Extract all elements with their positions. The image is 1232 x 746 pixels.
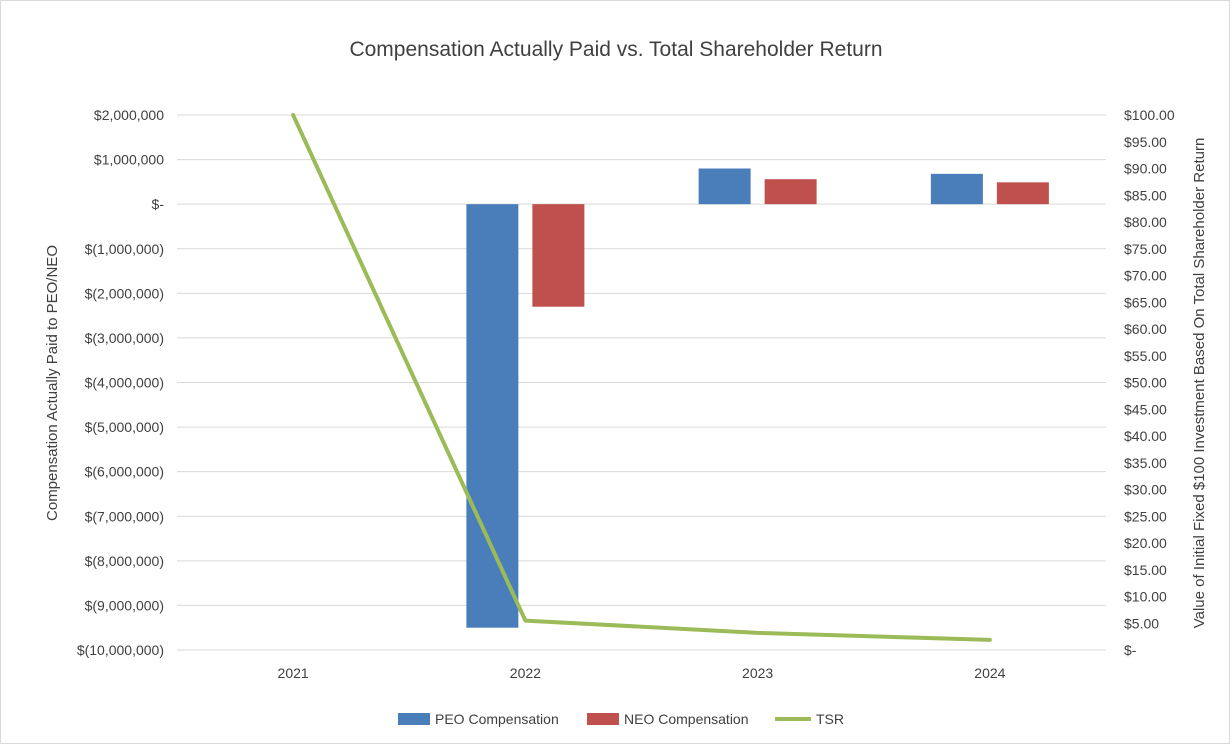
legend-label: TSR: [816, 711, 844, 727]
left-tick-label: $(7,000,000): [85, 508, 164, 524]
right-axis-ticks: $100.00 $95.00 $90.00 $85.00 $80.00 $75.00 $70…: [1124, 107, 1175, 658]
bar-peo-compensation: [698, 168, 751, 205]
right-tick-label: $45.00: [1124, 401, 1167, 417]
right-tick-label: $-: [1124, 642, 1137, 658]
right-tick-label: $75.00: [1124, 241, 1167, 257]
legend-swatch-neo-compensation: [587, 713, 619, 725]
left-tick-label: $(1,000,000): [85, 241, 164, 257]
left-tick-label: $(5,000,000): [85, 419, 164, 435]
left-tick-label: $(6,000,000): [85, 464, 164, 480]
right-tick-label: $10.00: [1124, 589, 1167, 605]
gridlines: [177, 114, 1106, 651]
right-tick-label: $65.00: [1124, 294, 1167, 310]
right-tick-label: $95.00: [1124, 134, 1167, 150]
legend: PEO Compensation NEO Compensation TSR: [398, 711, 844, 727]
legend-label: NEO Compensation: [624, 711, 749, 727]
x-axis-ticks: 2021 2022 2023 2024: [278, 665, 1006, 681]
left-axis-ticks: $2,000,000 $1,000,000 $- $(1,000,000) $(2,00…: [77, 107, 165, 658]
left-tick-label: $(2,000,000): [85, 285, 164, 301]
left-axis-title: Compensation Actually Paid to PEO/NEO: [44, 245, 61, 521]
left-tick-label: $-: [152, 196, 165, 212]
bar-neo-compensation: [764, 179, 817, 205]
right-tick-label: $55.00: [1124, 348, 1167, 364]
left-tick-label: $(4,000,000): [85, 375, 164, 391]
right-tick-label: $30.00: [1124, 482, 1167, 498]
right-tick-label: $50.00: [1124, 375, 1167, 391]
right-tick-label: $20.00: [1124, 535, 1167, 551]
bars: [466, 168, 1049, 628]
bar-neo-compensation: [532, 204, 585, 307]
right-tick-label: $35.00: [1124, 455, 1167, 471]
left-tick-label: $1,000,000: [94, 152, 164, 168]
right-tick-label: $70.00: [1124, 268, 1167, 284]
x-tick-label: 2024: [974, 665, 1005, 681]
right-tick-label: $85.00: [1124, 187, 1167, 203]
bar-peo-compensation: [466, 204, 519, 628]
right-tick-label: $90.00: [1124, 161, 1167, 177]
x-tick-label: 2023: [742, 665, 773, 681]
left-tick-label: $2,000,000: [94, 107, 164, 123]
bar-peo-compensation: [930, 173, 983, 205]
left-tick-label: $(9,000,000): [85, 597, 164, 613]
right-tick-label: $15.00: [1124, 562, 1167, 578]
left-tick-label: $(8,000,000): [85, 553, 164, 569]
x-tick-label: 2021: [278, 665, 309, 681]
tsr-line-group: [291, 113, 992, 642]
right-tick-label: $40.00: [1124, 428, 1167, 444]
right-tick-label: $25.00: [1124, 508, 1167, 524]
right-tick-label: $60.00: [1124, 321, 1167, 337]
chart-title: Compensation Actually Paid vs. Total Sha…: [349, 38, 882, 61]
right-tick-label: $100.00: [1124, 107, 1175, 123]
legend-label: PEO Compensation: [435, 711, 559, 727]
right-axis-title: Value of Initial Fixed $100 Investment B…: [1191, 138, 1208, 629]
bar-neo-compensation: [996, 182, 1049, 205]
tsr-line: [291, 113, 992, 642]
legend-swatch-peo-compensation: [398, 713, 430, 725]
left-tick-label: $(10,000,000): [77, 642, 164, 658]
left-tick-label: $(3,000,000): [85, 330, 164, 346]
x-tick-label: 2022: [510, 665, 541, 681]
right-tick-label: $5.00: [1124, 615, 1159, 631]
right-tick-label: $80.00: [1124, 214, 1167, 230]
